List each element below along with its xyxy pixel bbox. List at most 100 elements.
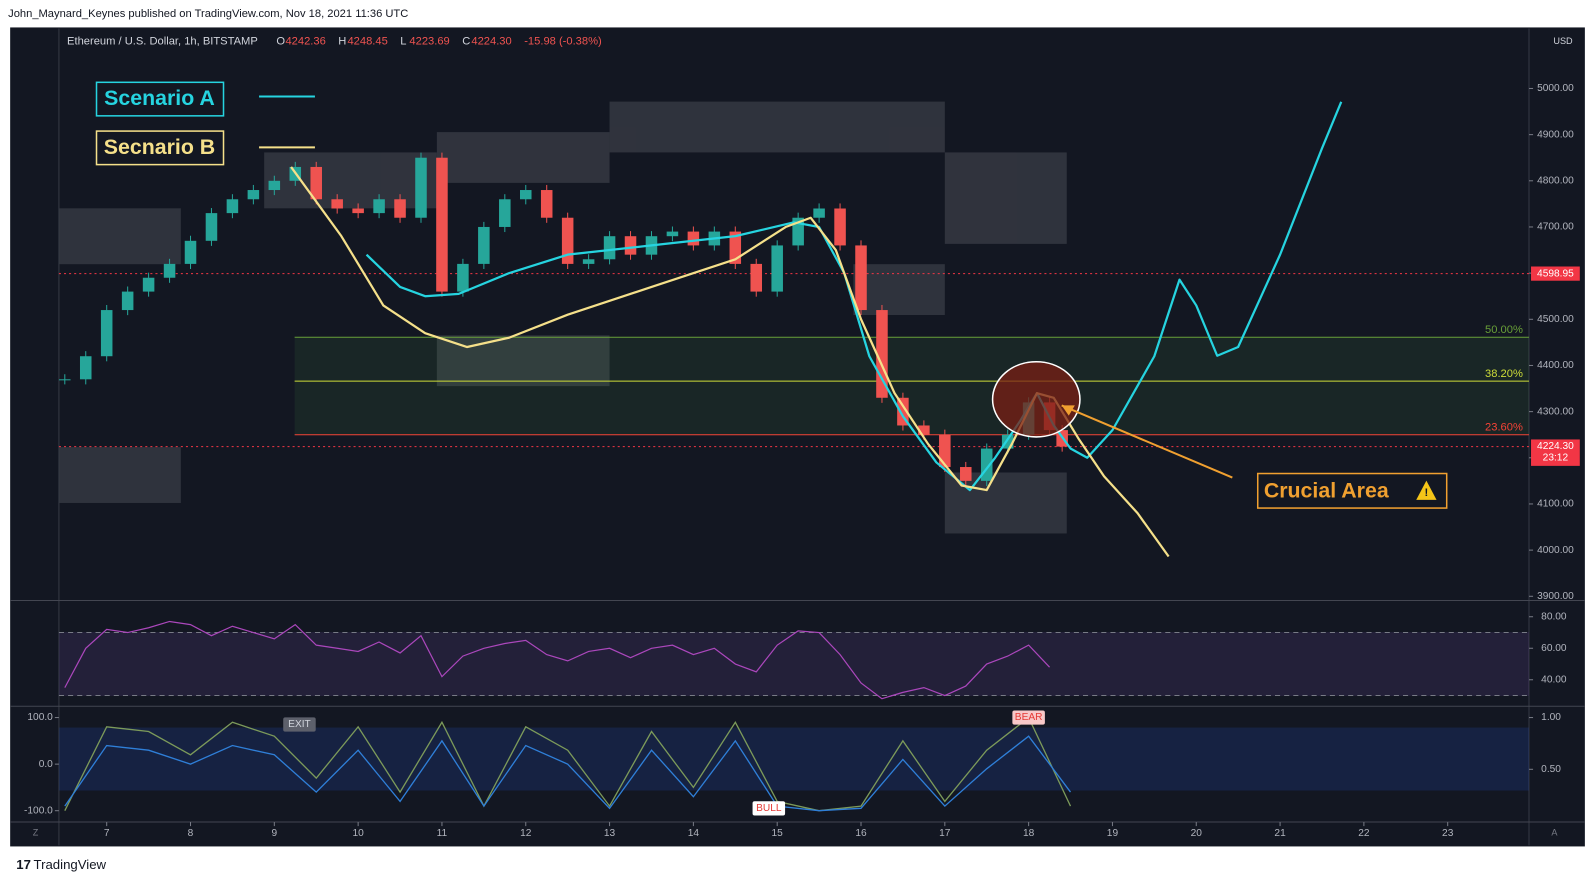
candle bbox=[792, 217, 804, 246]
y-tick-label: 40.00 bbox=[1541, 674, 1567, 685]
cloud-box bbox=[436, 335, 610, 387]
x-tick-label: 18 bbox=[1023, 828, 1035, 839]
ohlc-key: C bbox=[462, 36, 470, 48]
ohlc-change: -15.98 (-0.38%) bbox=[524, 36, 602, 48]
candle bbox=[184, 240, 197, 264]
candle bbox=[750, 263, 763, 292]
x-tick-label: 19 bbox=[1107, 828, 1119, 839]
candle bbox=[918, 425, 930, 435]
candle bbox=[540, 190, 553, 218]
x-tick-label: 17 bbox=[939, 828, 951, 839]
candle bbox=[163, 263, 176, 278]
candle bbox=[729, 231, 742, 264]
plot-layer: 7 8 9 10 11 12 13 14 15 16 17 18 19 20 21 22 23 3900.00 40… bbox=[24, 83, 1580, 839]
x-tick-label: 7 bbox=[104, 828, 110, 839]
y-tick-label: 80.00 bbox=[1541, 611, 1567, 622]
signal-label: EXIT bbox=[288, 719, 311, 730]
candle bbox=[100, 310, 113, 357]
candle bbox=[457, 263, 469, 292]
rsi-band bbox=[58, 632, 1529, 697]
fib-label: 23.60% bbox=[1485, 422, 1523, 434]
candle bbox=[687, 231, 700, 246]
cloud-box bbox=[944, 472, 1067, 534]
x-tick-label: 15 bbox=[772, 828, 784, 839]
cloud-box bbox=[58, 447, 181, 503]
ohlc-key: L bbox=[400, 36, 406, 48]
x-tick-label: 14 bbox=[688, 828, 700, 839]
ohlc-value: 4248.45 bbox=[347, 36, 387, 48]
x-tick-label: 23 bbox=[1442, 828, 1454, 839]
candle bbox=[478, 226, 490, 264]
cloud bbox=[58, 101, 1067, 534]
logo-mark: 17 bbox=[16, 857, 31, 872]
button[interactable]: A bbox=[1551, 828, 1558, 838]
cloud-box bbox=[944, 152, 1067, 244]
crucial-label: Crucial Area bbox=[1264, 478, 1389, 502]
y-tick-label: 4800.00 bbox=[1537, 175, 1574, 186]
candle bbox=[310, 166, 322, 200]
candle bbox=[415, 157, 427, 218]
crucial-box bbox=[1256, 472, 1448, 509]
candle bbox=[834, 208, 846, 246]
signal-label: BULL bbox=[756, 803, 782, 814]
signal-tag bbox=[283, 717, 316, 732]
y-tick-label: -100.0 bbox=[24, 805, 53, 816]
candle bbox=[331, 199, 343, 209]
y-tick-label: 4500.00 bbox=[1537, 314, 1574, 325]
y-tick-label: 0.0 bbox=[39, 759, 53, 770]
candle bbox=[394, 199, 406, 218]
candle bbox=[499, 199, 511, 227]
cloud-box bbox=[58, 208, 181, 265]
candle bbox=[373, 199, 385, 214]
candle bbox=[142, 277, 155, 292]
x-tick-label: 20 bbox=[1191, 828, 1203, 839]
y-tick-label: 4900.00 bbox=[1537, 129, 1574, 140]
arrow-head bbox=[1061, 405, 1075, 416]
scenario-b-label: Secnario B bbox=[104, 135, 215, 159]
y-tick-label: 4700.00 bbox=[1537, 222, 1574, 233]
scenario-a-label: Scenario A bbox=[104, 86, 215, 110]
candle bbox=[939, 434, 951, 468]
candle bbox=[603, 236, 616, 260]
candle bbox=[561, 217, 574, 264]
candle bbox=[59, 379, 71, 381]
x-tick-label: 11 bbox=[437, 828, 448, 839]
candle bbox=[813, 208, 825, 218]
x-tick-label: 9 bbox=[271, 828, 277, 839]
cloud-box bbox=[853, 264, 945, 315]
candle bbox=[79, 356, 92, 380]
y-tick-label: 4100.00 bbox=[1537, 499, 1574, 510]
price-tag-label: 4598.95 bbox=[1537, 268, 1574, 279]
x-tick-label: 16 bbox=[855, 828, 867, 839]
candle bbox=[352, 208, 364, 214]
rsi-line bbox=[64, 620, 1051, 700]
osc-band bbox=[58, 727, 1529, 791]
candle bbox=[771, 245, 783, 292]
currency: USD bbox=[1553, 36, 1573, 46]
candle bbox=[1001, 434, 1014, 449]
candle bbox=[666, 231, 679, 237]
y-tick-label: 4000.00 bbox=[1537, 545, 1574, 556]
warning-icon: ! bbox=[1425, 487, 1429, 499]
publisher: John_Maynard_Keynes published on Trading… bbox=[8, 8, 408, 20]
osc-line bbox=[64, 735, 1072, 812]
cloud-box bbox=[436, 132, 610, 183]
ohlc-key: O bbox=[276, 36, 285, 48]
candle bbox=[205, 213, 218, 241]
y-tick-label: 100.0 bbox=[27, 712, 53, 723]
candle bbox=[121, 291, 134, 311]
candle bbox=[582, 259, 595, 264]
x-tick-label: 21 bbox=[1274, 828, 1286, 839]
candle bbox=[980, 448, 993, 481]
y-tick-label: 4400.00 bbox=[1537, 360, 1574, 371]
candle bbox=[876, 310, 888, 398]
signal-label: BEAR bbox=[1015, 712, 1043, 723]
warning-icon bbox=[1416, 480, 1437, 500]
ohlc-value: 4223.69 bbox=[409, 36, 449, 48]
x-tick-label: 22 bbox=[1358, 828, 1370, 839]
ohlc-value: 4224.30 bbox=[471, 36, 511, 48]
button[interactable]: Z bbox=[33, 828, 39, 838]
candle bbox=[519, 190, 532, 200]
footer: TradingView bbox=[34, 857, 107, 872]
